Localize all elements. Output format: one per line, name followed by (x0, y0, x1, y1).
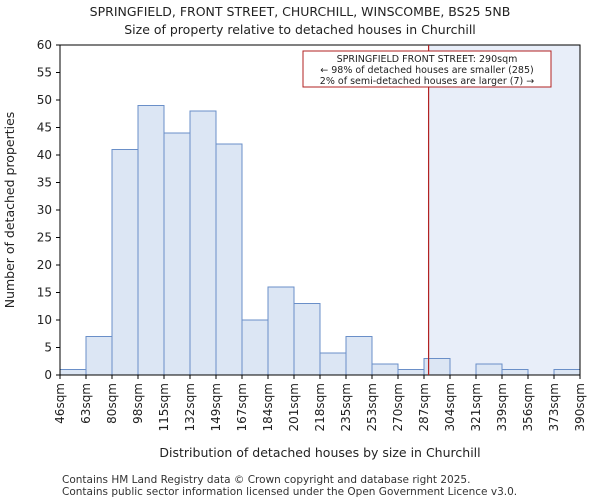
chart-subtitle: Size of property relative to detached ho… (124, 22, 476, 37)
x-tick-label: 270sqm (391, 383, 405, 431)
bar (111, 149, 139, 376)
y-tick-label: 10 (37, 313, 52, 327)
x-tick-label: 287sqm (417, 383, 431, 431)
y-tick-label: 30 (37, 203, 52, 217)
x-tick-label: 218sqm (313, 383, 327, 431)
x-tick-label: 80sqm (105, 383, 119, 424)
y-tick-label: 45 (37, 121, 52, 135)
y-axis-label: Number of detached properties (2, 112, 17, 309)
y-tick-label: 50 (37, 93, 52, 107)
y-tick-label: 5 (44, 341, 52, 355)
bar (163, 132, 191, 376)
x-tick-label: 339sqm (495, 383, 509, 431)
footer-line-2: Contains public sector information licen… (62, 486, 518, 498)
y-tick-label: 35 (37, 176, 52, 190)
bar (423, 358, 451, 376)
x-tick-label: 132sqm (183, 383, 197, 431)
x-tick-label: 304sqm (443, 383, 457, 431)
annotation-line-2: ← 98% of detached houses are smaller (28… (320, 65, 533, 76)
y-tick-label: 55 (37, 66, 52, 80)
bar (293, 303, 321, 376)
y-tick-label: 40 (37, 148, 52, 162)
x-tick-label: 115sqm (157, 383, 171, 431)
x-tick-label: 98sqm (131, 383, 145, 424)
shaded-region (428, 45, 580, 375)
x-tick-label: 356sqm (521, 383, 535, 431)
x-tick-label: 390sqm (573, 383, 587, 431)
annotation-line-3: 2% of semi-detached houses are larger (7… (320, 76, 534, 87)
y-tick-label: 0 (44, 368, 52, 382)
bar (397, 369, 425, 376)
y-tick-label: 25 (37, 231, 52, 245)
bar (501, 369, 529, 376)
bar (59, 369, 87, 376)
x-tick-label: 235sqm (339, 383, 353, 431)
bar (319, 352, 347, 376)
bar (345, 336, 373, 376)
x-tick-label: 253sqm (365, 383, 379, 431)
bar (475, 363, 503, 376)
bar (215, 143, 243, 376)
x-axis-label: Distribution of detached houses by size … (159, 445, 480, 460)
y-tick-label: 20 (37, 258, 52, 272)
bar (267, 286, 295, 376)
histogram-chart: 0 5 10 15 20 25 30 35 40 45 50 55 60 46sqm 63sqm 80sqm 9… (2, 38, 587, 460)
footer-line-1: Contains HM Land Registry data © Crown c… (62, 474, 471, 486)
chart-title: SPRINGFIELD, FRONT STREET, CHURCHILL, WI… (89, 4, 511, 19)
x-tick-label: 201sqm (287, 383, 301, 431)
bar (241, 319, 269, 376)
bar (189, 110, 217, 376)
y-tick-label: 60 (37, 38, 52, 52)
x-tick-label: 46sqm (53, 383, 67, 424)
annotation-line-1: SPRINGFIELD FRONT STREET: 290sqm (337, 54, 518, 65)
bar (371, 363, 399, 376)
x-tick-label: 373sqm (547, 383, 561, 431)
annotation-box (302, 50, 552, 88)
x-tick-label: 149sqm (209, 383, 223, 431)
x-tick-label: 167sqm (235, 383, 249, 431)
y-tick-label: 15 (37, 286, 52, 300)
bar (137, 105, 165, 376)
x-tick-label: 184sqm (261, 383, 275, 431)
x-tick-label: 63sqm (79, 383, 93, 424)
bar (553, 369, 581, 376)
x-tick-label: 321sqm (469, 383, 483, 431)
bar (85, 336, 113, 376)
